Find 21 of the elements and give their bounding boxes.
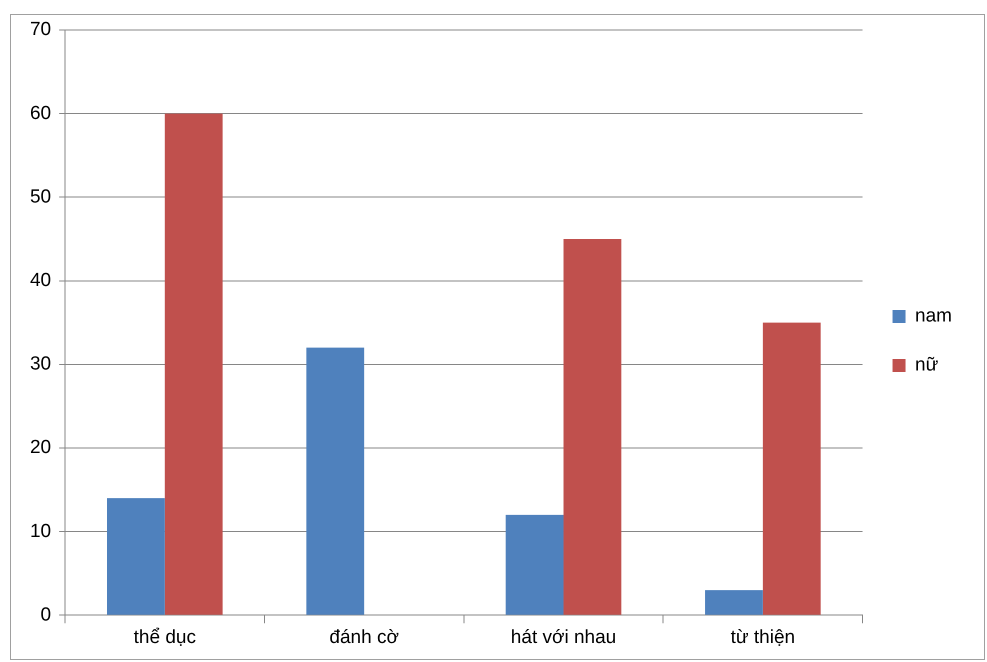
y-tick-label: 10: [30, 520, 52, 542]
bar: [705, 590, 763, 615]
x-tick-label: thể dục: [134, 626, 196, 648]
bar: [306, 348, 364, 615]
legend-label: nữ: [915, 354, 939, 376]
x-tick-label: hát với nhau: [510, 626, 616, 648]
y-tick-label: 40: [30, 270, 52, 292]
y-tick-label: 70: [30, 19, 52, 40]
bar: [762, 322, 821, 615]
bar: [506, 514, 564, 615]
bar: [107, 498, 165, 615]
y-tick-label: 30: [30, 354, 52, 375]
legend-label: nam: [915, 306, 952, 327]
y-tick-label: 0: [40, 604, 52, 626]
x-tick-label: đánh cờ: [329, 626, 399, 648]
y-tick-label: 50: [30, 186, 52, 208]
bar: [564, 239, 622, 615]
bar: [164, 114, 223, 615]
x-tick-label: từ thiện: [730, 626, 796, 648]
y-tick-label: 20: [30, 437, 52, 458]
y-tick-label: 60: [30, 102, 52, 124]
